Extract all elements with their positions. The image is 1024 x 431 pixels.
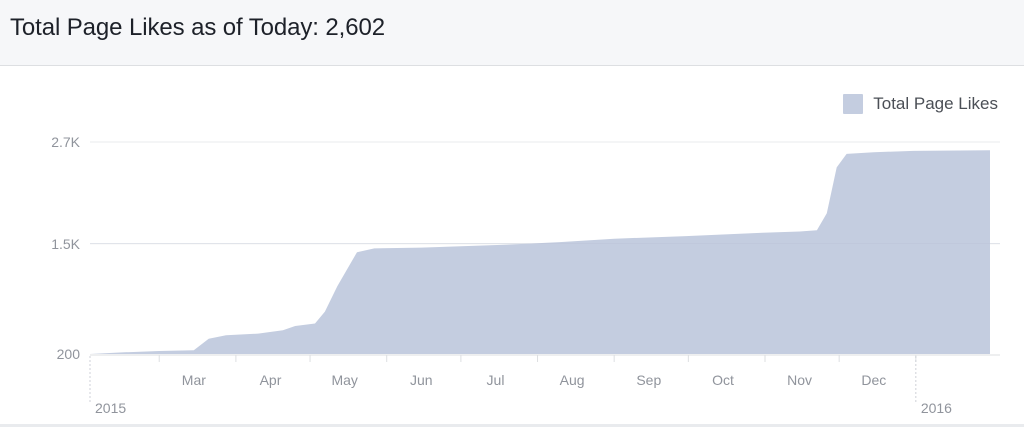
year-labels: 2015 2016 — [89, 356, 952, 416]
total-page-likes-area[interactable] — [90, 150, 990, 354]
legend-label: Total Page Likes — [873, 94, 998, 113]
page-title: Total Page Likes as of Today: 2,602 — [10, 14, 385, 41]
x-tick-labels: Mar Apr May Jun Jul Aug Sep Oct Nov Dec — [182, 372, 886, 388]
x-tick-dec: Dec — [861, 372, 886, 388]
x-tick-oct: Oct — [712, 372, 734, 388]
y-tick-200: 200 — [57, 346, 81, 362]
x-tick-sep: Sep — [636, 372, 661, 388]
x-tick-nov: Nov — [787, 372, 812, 388]
x-tick-may: May — [331, 372, 357, 388]
y-tick-2.7K: 2.7K — [51, 134, 80, 150]
y-axis: 2.7K 1.5K 200 — [51, 134, 80, 362]
chart-header: Total Page Likes as of Today: 2,602 — [0, 0, 1024, 66]
y-tick-1.5K: 1.5K — [51, 236, 80, 252]
year-label-2016: 2016 — [921, 400, 952, 416]
chart-legend[interactable]: Total Page Likes — [843, 94, 998, 114]
year-label-2015: 2015 — [95, 400, 126, 416]
x-tick-jul: Jul — [487, 372, 505, 388]
x-tick-mar: Mar — [182, 372, 206, 388]
legend-swatch — [843, 94, 864, 114]
x-tick-apr: Apr — [260, 372, 282, 388]
x-tick-jun: Jun — [410, 372, 433, 388]
x-tick-aug: Aug — [560, 372, 585, 388]
area-series — [90, 150, 1000, 354]
x-axis — [90, 354, 1000, 362]
